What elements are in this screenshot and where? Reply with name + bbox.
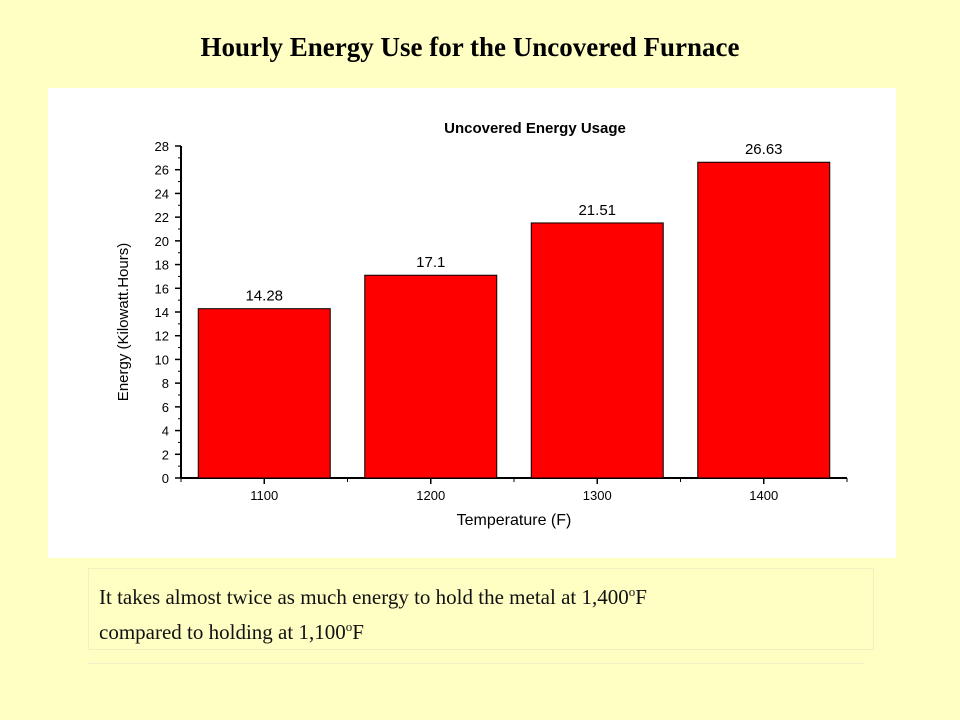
data-label: 21.51 [578, 202, 616, 219]
bar-chart: Uncovered Energy Usage Energy (Kilowatt.… [115, 120, 848, 529]
degree-mark: o [345, 619, 353, 634]
bar [530, 222, 664, 479]
chart-panel: Uncovered Energy Usage Energy (Kilowatt.… [48, 88, 896, 558]
caption-line1: It takes almost twice as much energy to … [99, 585, 629, 609]
y-tick-label: 8 [162, 376, 169, 391]
caption-unit: F [635, 585, 647, 609]
slide-title: Hourly Energy Use for the Uncovered Furn… [200, 32, 740, 62]
degree-mark: o [628, 584, 636, 599]
data-label: 26.63 [745, 141, 783, 158]
x-tick-label: 1300 [583, 488, 612, 503]
bar [697, 161, 831, 479]
plot-area: 024681012141618202224262814.28110017.112… [155, 139, 848, 503]
divider [88, 663, 864, 664]
x-axis-label: Temperature (F) [457, 512, 572, 529]
caption-line2: compared to holding at 1,100 [99, 620, 346, 644]
x-tick-label: 1200 [416, 488, 445, 503]
y-tick-label: 12 [155, 329, 169, 344]
bar [197, 308, 331, 479]
data-label: 17.1 [416, 254, 445, 271]
chart-title: Uncovered Energy Usage [444, 120, 626, 137]
y-axis-label: Energy (Kilowatt.Hours) [115, 243, 132, 401]
y-tick-label: 0 [162, 471, 169, 486]
data-label: 14.28 [245, 288, 283, 305]
caption-box: It takes almost twice as much energy to … [88, 568, 874, 650]
y-tick-label: 28 [155, 139, 169, 154]
y-tick-label: 14 [155, 305, 169, 320]
y-tick-label: 10 [155, 352, 169, 367]
x-tick-label: 1400 [749, 488, 778, 503]
y-tick-label: 6 [162, 400, 169, 415]
y-tick-label: 24 [155, 186, 169, 201]
y-tick-label: 26 [155, 163, 169, 178]
y-tick-label: 16 [155, 281, 169, 296]
x-tick-label: 1100 [250, 488, 278, 503]
caption-text: It takes almost twice as much energy to … [99, 577, 865, 647]
y-tick-label: 4 [162, 424, 169, 439]
y-tick-label: 20 [155, 234, 169, 249]
y-tick-label: 18 [155, 258, 169, 273]
bar [364, 274, 498, 479]
y-tick-label: 22 [155, 210, 169, 225]
caption-unit: F [352, 620, 364, 644]
y-tick-label: 2 [162, 447, 169, 462]
